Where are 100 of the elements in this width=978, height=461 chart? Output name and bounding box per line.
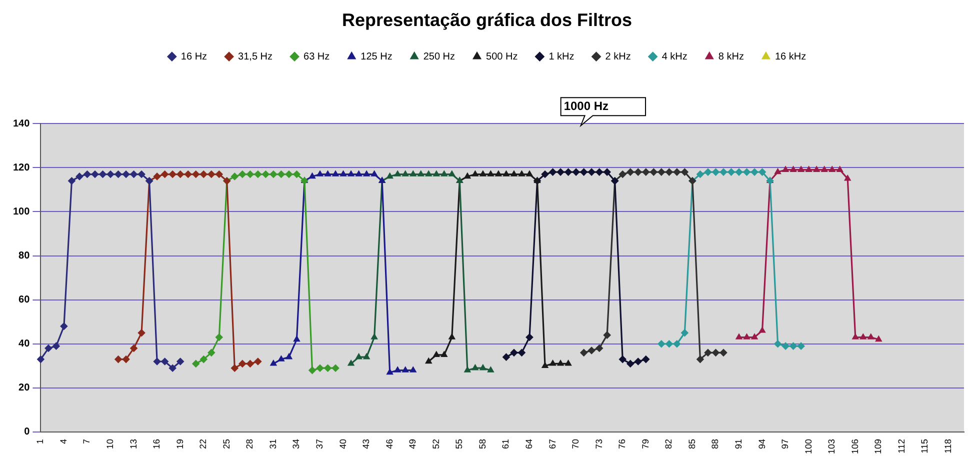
point bbox=[580, 168, 588, 176]
point bbox=[704, 168, 712, 176]
y-tick-label: 140 bbox=[12, 118, 30, 130]
point bbox=[363, 170, 370, 176]
point bbox=[673, 340, 681, 348]
point bbox=[480, 364, 486, 370]
point bbox=[176, 358, 184, 366]
y-tick-label: 60 bbox=[18, 294, 30, 306]
point bbox=[588, 346, 596, 354]
point bbox=[798, 166, 804, 172]
point bbox=[696, 170, 704, 178]
point bbox=[176, 170, 184, 178]
point bbox=[642, 356, 650, 363]
point bbox=[99, 170, 106, 178]
point bbox=[386, 368, 394, 375]
point bbox=[836, 166, 844, 172]
x-tick-label: 64 bbox=[524, 438, 534, 449]
point bbox=[750, 168, 758, 176]
point bbox=[712, 348, 720, 356]
point bbox=[596, 168, 604, 176]
point bbox=[557, 360, 564, 366]
legend-label: 2 kHz bbox=[605, 51, 631, 62]
point bbox=[386, 172, 394, 179]
point bbox=[270, 360, 277, 366]
point bbox=[332, 170, 339, 176]
point bbox=[138, 329, 146, 337]
point bbox=[316, 364, 324, 372]
x-tick-label: 37 bbox=[314, 438, 324, 449]
point bbox=[487, 366, 494, 372]
point bbox=[518, 170, 526, 176]
point bbox=[122, 356, 130, 363]
point bbox=[340, 170, 347, 176]
x-tick-label: 67 bbox=[547, 438, 558, 449]
point bbox=[626, 360, 634, 368]
x-tick-label: 55 bbox=[454, 438, 464, 449]
point bbox=[208, 170, 216, 178]
point bbox=[564, 168, 572, 176]
point bbox=[797, 342, 805, 350]
point bbox=[712, 168, 720, 176]
point bbox=[76, 172, 84, 180]
point bbox=[782, 166, 789, 172]
point bbox=[634, 168, 642, 176]
x-tick-label: 97 bbox=[780, 438, 790, 449]
point bbox=[526, 170, 533, 176]
point bbox=[743, 334, 750, 340]
point bbox=[758, 168, 766, 176]
x-tick-label: 91 bbox=[733, 438, 744, 449]
point bbox=[743, 168, 750, 176]
point bbox=[860, 334, 866, 340]
point bbox=[293, 170, 300, 178]
legend-label: 16 Hz bbox=[180, 51, 208, 62]
point bbox=[650, 168, 658, 176]
legend-label: 8 kHz bbox=[718, 51, 744, 62]
point bbox=[371, 334, 378, 340]
x-tick-label: 109 bbox=[873, 438, 884, 454]
point bbox=[790, 166, 797, 172]
x-tick-label: 19 bbox=[174, 438, 185, 449]
point bbox=[680, 168, 688, 176]
point bbox=[293, 336, 300, 342]
point bbox=[588, 168, 596, 176]
point bbox=[356, 170, 362, 176]
x-tick-label: 106 bbox=[850, 438, 860, 454]
point bbox=[348, 360, 354, 366]
x-tick-label: 28 bbox=[244, 438, 255, 449]
point bbox=[658, 340, 666, 348]
point bbox=[153, 172, 161, 180]
point bbox=[402, 366, 409, 372]
x-tick-label: 49 bbox=[408, 438, 418, 449]
x-tick-label: 25 bbox=[221, 438, 232, 449]
point bbox=[246, 170, 254, 178]
point bbox=[316, 170, 324, 176]
y-tick-label: 80 bbox=[18, 250, 30, 262]
legend-label: 1 kHz bbox=[548, 51, 574, 62]
point bbox=[774, 340, 782, 348]
legend-label: 250 Hz bbox=[423, 51, 456, 62]
point bbox=[658, 168, 666, 176]
point bbox=[542, 362, 548, 368]
point bbox=[200, 356, 208, 363]
x-tick-label: 16 bbox=[152, 438, 162, 449]
point bbox=[844, 174, 851, 181]
point bbox=[448, 170, 456, 176]
point bbox=[495, 170, 502, 176]
x-tick-label: 4 bbox=[58, 438, 68, 444]
x-tick-label: 40 bbox=[338, 438, 348, 449]
point bbox=[550, 360, 556, 366]
x-tick-label: 70 bbox=[570, 438, 581, 449]
x-tick-label: 79 bbox=[640, 438, 650, 449]
x-tick-label: 1 bbox=[35, 438, 46, 444]
x-tick-label: 112 bbox=[896, 438, 906, 454]
point bbox=[603, 331, 611, 339]
point bbox=[84, 170, 91, 178]
x-tick-label: 31 bbox=[268, 438, 278, 449]
point bbox=[324, 170, 332, 176]
point bbox=[254, 358, 262, 366]
point bbox=[751, 334, 758, 340]
point bbox=[433, 351, 440, 357]
point bbox=[371, 170, 378, 176]
point bbox=[510, 170, 518, 176]
point bbox=[168, 364, 176, 372]
point bbox=[425, 170, 432, 176]
